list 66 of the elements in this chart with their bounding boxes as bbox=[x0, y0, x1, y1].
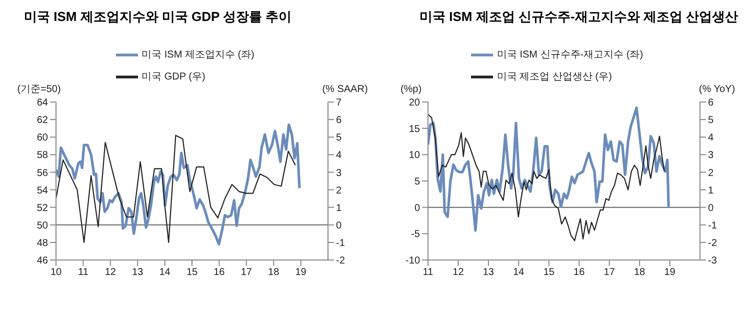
y-tick-label: 62 bbox=[36, 115, 48, 126]
x-tick-label: 18 bbox=[268, 267, 280, 278]
y2-axis-title: (% SAAR) bbox=[322, 84, 368, 95]
y2-tick-label: 3 bbox=[708, 150, 714, 162]
y2-tick-label: 5 bbox=[336, 132, 342, 144]
y2-tick-label: 6 bbox=[336, 115, 342, 126]
legend-label: 미국 제조업 산업생산 (우) bbox=[496, 72, 612, 83]
y2-tick-label: 6 bbox=[708, 98, 714, 109]
y2-tick-label: 4 bbox=[336, 150, 342, 162]
chart-title: 미국 ISM 제조업 신규수주-재고지수와 제조업 산업생산 bbox=[418, 8, 739, 26]
chart-title: 미국 ISM 제조업지수와 미국 GDP 성장률 추이 bbox=[23, 8, 293, 26]
y-tick-label: 64 bbox=[36, 98, 48, 109]
y-tick-label: 15 bbox=[408, 124, 420, 135]
x-tick-label: 17 bbox=[240, 267, 252, 278]
x-tick-label: 15 bbox=[543, 267, 555, 278]
y-tick-label: -5 bbox=[411, 229, 420, 240]
y2-tick-label: -3 bbox=[708, 256, 718, 267]
y-tick-label: 56 bbox=[36, 168, 48, 179]
y2-tick-label: 1 bbox=[336, 202, 342, 214]
y-axis-title: (기준=50) bbox=[17, 84, 61, 95]
y-tick-label: 58 bbox=[36, 150, 48, 162]
y2-tick-label: 2 bbox=[708, 168, 714, 179]
y2-tick-label: 1 bbox=[708, 185, 714, 196]
x-tick-label: 14 bbox=[513, 267, 525, 278]
y-tick-label: -10 bbox=[406, 256, 420, 267]
y-tick-label: 54 bbox=[36, 185, 48, 196]
x-tick-label: 15 bbox=[186, 267, 198, 278]
legend-label: 미국 ISM 제조업지수 (좌) bbox=[142, 50, 254, 61]
y2-tick-label: 0 bbox=[336, 220, 342, 232]
y2-tick-label: 2 bbox=[336, 185, 342, 196]
x-tick-label: 13 bbox=[482, 267, 494, 278]
y2-axis-title: (% YoY) bbox=[698, 84, 736, 95]
y2-tick-label: 5 bbox=[708, 115, 714, 126]
x-tick-label: 11 bbox=[422, 267, 434, 278]
x-tick-label: 11 bbox=[78, 267, 89, 278]
x-tick-label: 18 bbox=[634, 267, 646, 278]
y-tick-label: 50 bbox=[36, 220, 48, 232]
y2-tick-label: -2 bbox=[336, 256, 346, 267]
x-tick-label: 17 bbox=[604, 267, 616, 278]
y-tick-label: 10 bbox=[408, 150, 420, 162]
x-tick-label: 14 bbox=[159, 267, 171, 278]
y2-tick-label: -2 bbox=[708, 238, 718, 249]
y2-tick-label: 3 bbox=[336, 168, 342, 179]
y-tick-label: 52 bbox=[36, 202, 48, 214]
y-tick-label: 5 bbox=[414, 176, 420, 188]
y-tick-label: 46 bbox=[36, 256, 48, 267]
x-tick-label: 16 bbox=[574, 267, 586, 278]
x-tick-label: 12 bbox=[452, 267, 464, 278]
y2-tick-label: 0 bbox=[708, 202, 714, 214]
y-axis-title: (%p) bbox=[400, 84, 422, 95]
y-tick-label: 0 bbox=[414, 202, 420, 214]
x-tick-label: 10 bbox=[50, 267, 62, 278]
y2-tick-label: -1 bbox=[708, 220, 718, 232]
x-tick-label: 19 bbox=[664, 267, 676, 278]
y-tick-label: 60 bbox=[36, 132, 48, 144]
x-tick-label: 19 bbox=[295, 267, 307, 278]
y-tick-label: 20 bbox=[408, 98, 420, 109]
x-tick-label: 16 bbox=[214, 267, 226, 278]
y-tick-label: 48 bbox=[36, 238, 48, 249]
x-tick-label: 12 bbox=[104, 267, 116, 278]
y2-tick-label: -1 bbox=[336, 238, 346, 249]
legend-label: 미국 ISM 신규수주-재고지수 (좌) bbox=[496, 50, 644, 61]
y2-tick-label: 7 bbox=[336, 98, 342, 109]
x-tick-label: 13 bbox=[132, 267, 144, 278]
y2-tick-label: 4 bbox=[708, 132, 714, 144]
legend-label: 미국 GDP (우) bbox=[142, 72, 206, 83]
